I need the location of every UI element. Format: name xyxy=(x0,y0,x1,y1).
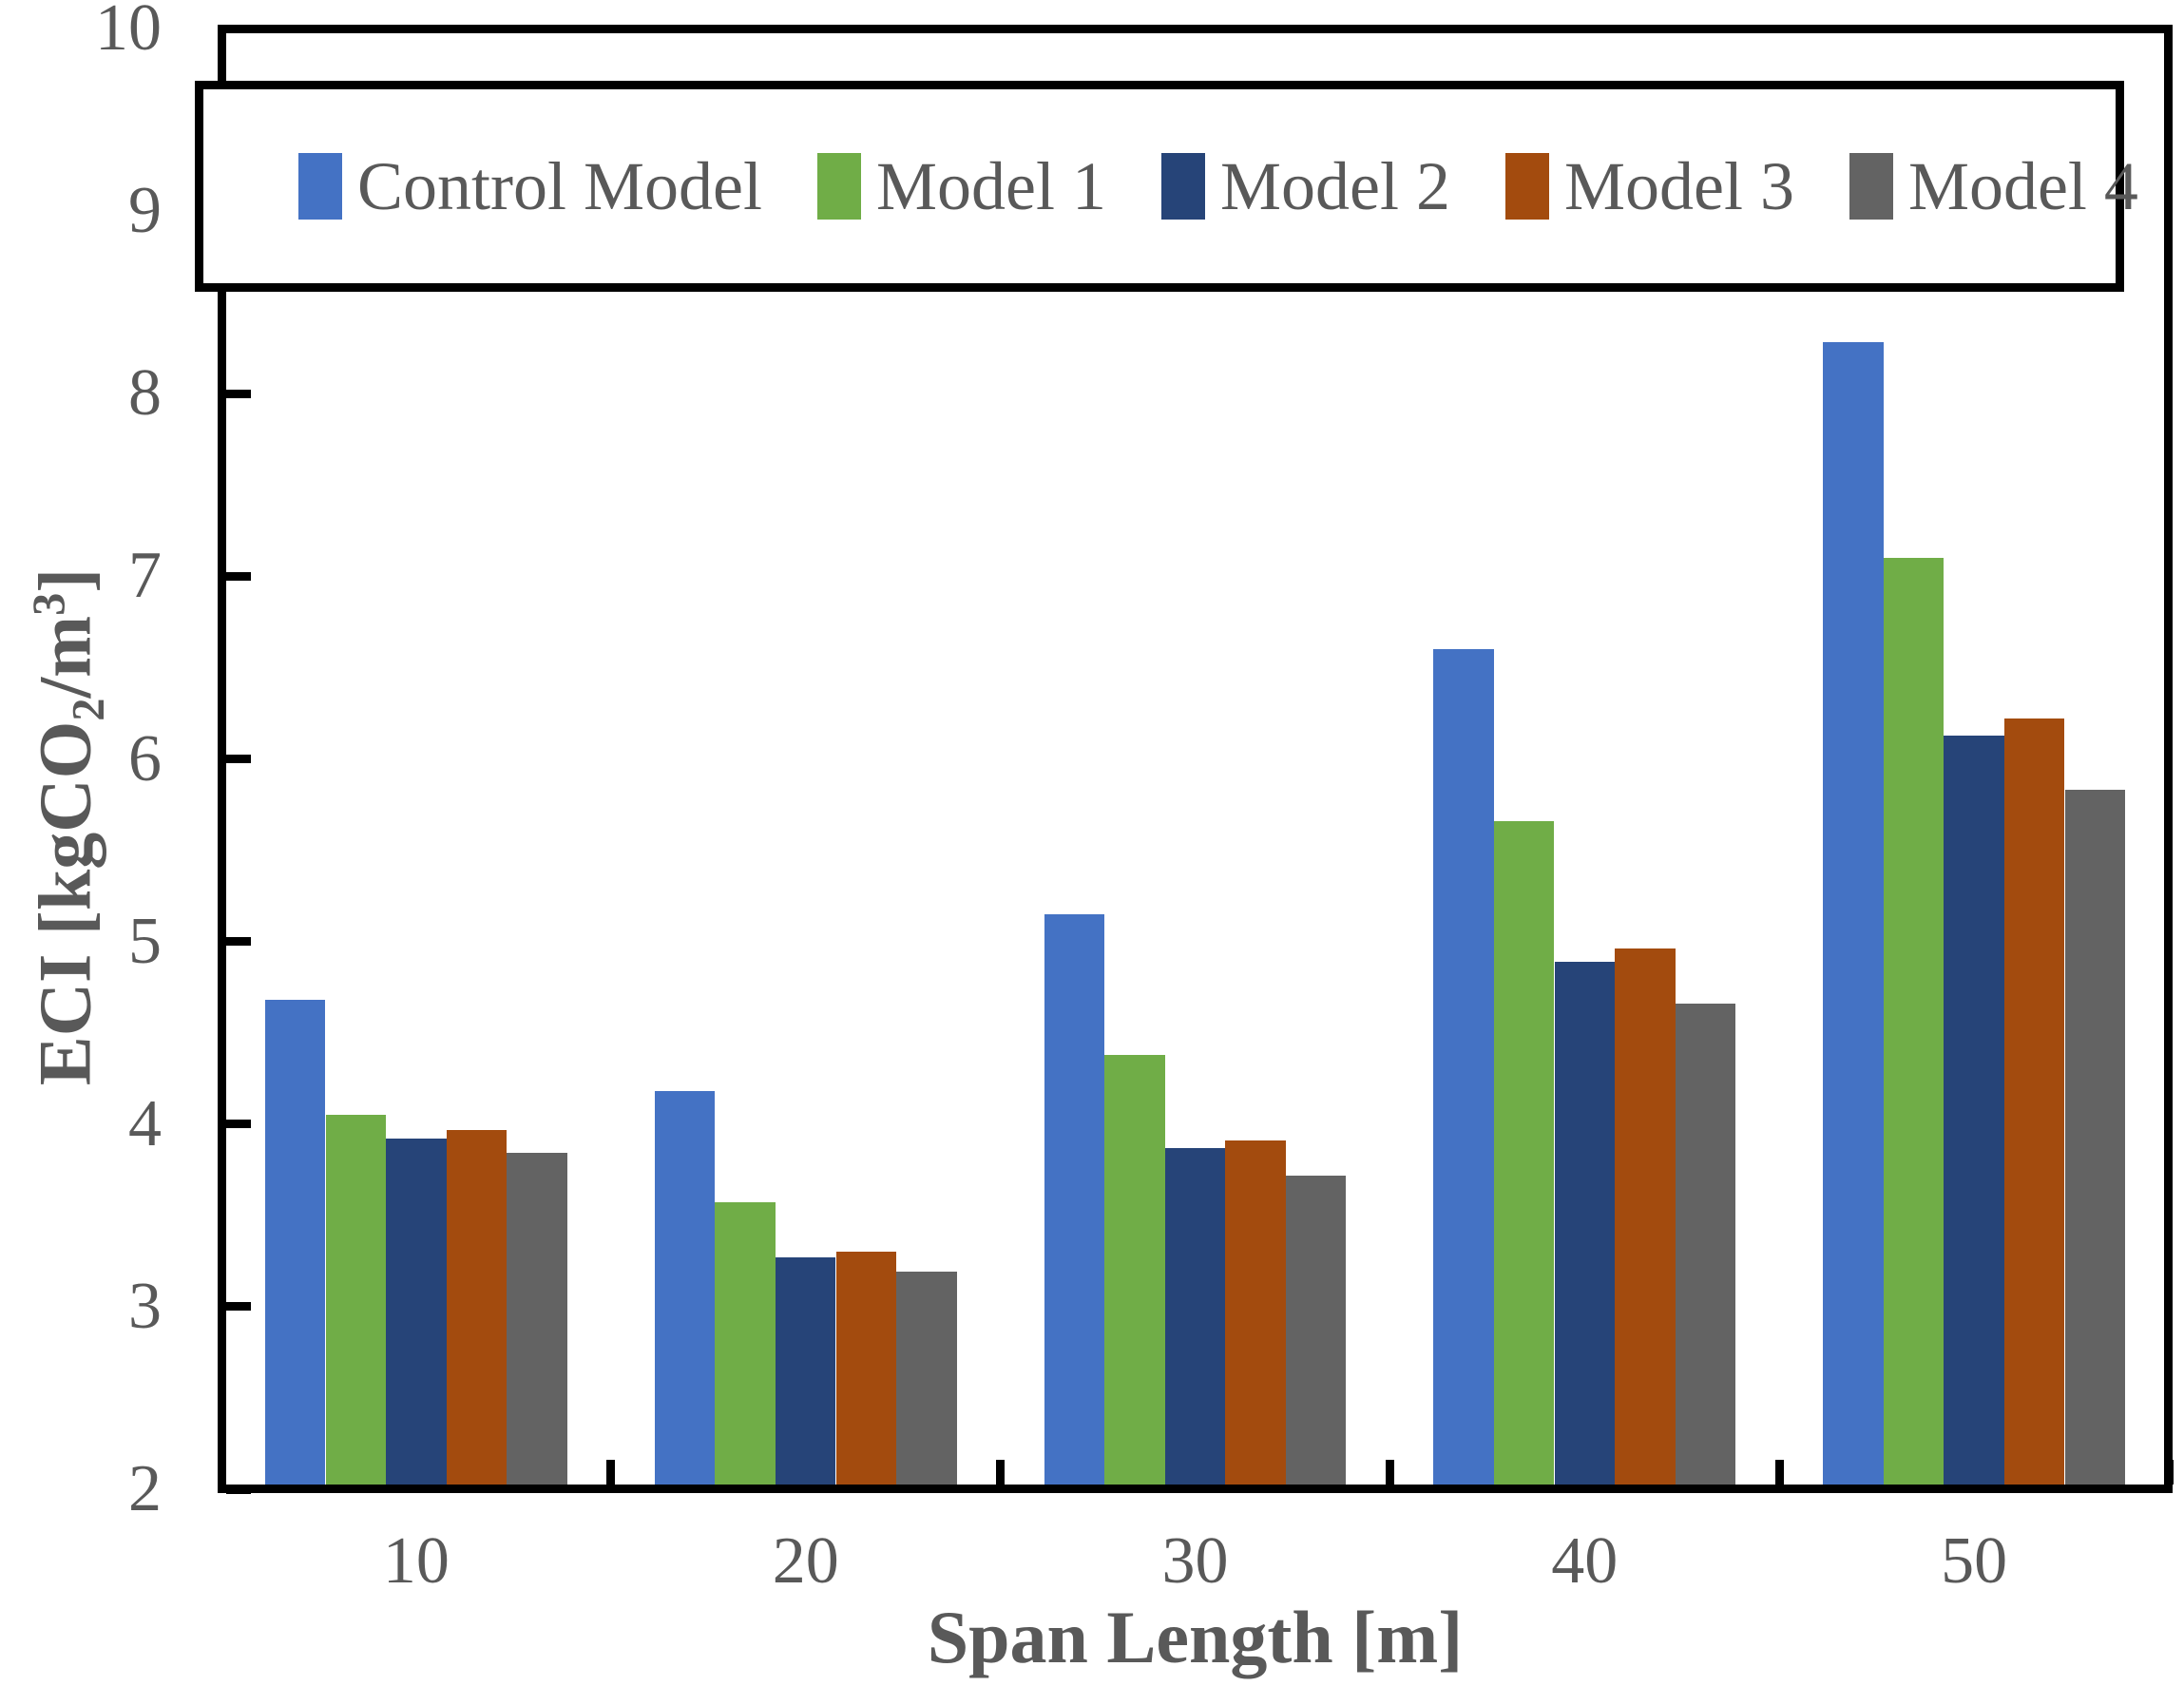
y-tick-label-8: 8 xyxy=(128,356,162,431)
legend-swatch-icon xyxy=(817,153,861,220)
bar-model-2-span-30 xyxy=(1164,1147,1226,1489)
bar-control-model-span-40 xyxy=(1433,649,1494,1489)
bar-model-2-span-50 xyxy=(1944,735,2004,1489)
y-axis-title: ECI [kgCO2/m3] xyxy=(22,568,115,1086)
legend-item-model-3: Model 3 xyxy=(1504,148,1794,224)
bar-model-1-span-30 xyxy=(1104,1054,1165,1489)
bar-control-model-span-10 xyxy=(264,1000,326,1489)
x-tick-0 xyxy=(217,1460,226,1485)
bar-model-2-span-20 xyxy=(775,1257,836,1489)
bar-model-1-span-40 xyxy=(1493,820,1555,1489)
bar-model-4-span-10 xyxy=(507,1153,567,1489)
bar-model-1-span-20 xyxy=(715,1202,776,1489)
y-tick-label-3: 3 xyxy=(128,1269,162,1343)
legend-item-model-2: Model 2 xyxy=(1160,148,1450,224)
legend-item-model-4: Model 4 xyxy=(1849,152,2138,220)
x-tick-4 xyxy=(1774,1460,1784,1485)
x-tick-3 xyxy=(1385,1460,1394,1485)
legend-swatch-icon xyxy=(1849,153,1893,220)
bar-model-3-span-20 xyxy=(835,1252,897,1489)
bar-model-4-span-40 xyxy=(1675,1003,1736,1489)
bar-model-4-span-30 xyxy=(1285,1175,1347,1489)
bar-control-model-span-20 xyxy=(654,1091,716,1489)
y-tick-label-2: 2 xyxy=(128,1452,162,1525)
y-tick-label-9: 9 xyxy=(128,174,162,248)
legend: Control Model Model 1 Model 2 Model 3 Model … xyxy=(195,81,2138,292)
bar-model-3-span-40 xyxy=(1615,948,1676,1489)
y-tick-5 xyxy=(226,937,251,947)
bar-model-4-span-50 xyxy=(2064,790,2126,1489)
x-tick-2 xyxy=(996,1460,1006,1485)
legend-item-control-model: Control Model xyxy=(298,152,762,220)
x-tick-label-20: 20 xyxy=(772,1524,839,1598)
bar-model-3-span-30 xyxy=(1225,1140,1286,1489)
bar-model-4-span-20 xyxy=(896,1272,957,1489)
legend-label: Model 4 xyxy=(1907,148,2138,224)
y-tick-7 xyxy=(226,571,251,581)
legend-swatch-icon xyxy=(298,153,342,220)
legend-item-model-1: Model 1 xyxy=(817,152,1106,220)
bar-control-model-span-50 xyxy=(1823,342,1884,1489)
legend-swatch-icon xyxy=(1160,153,1205,220)
y-tick-label-10: 10 xyxy=(95,0,162,65)
y-tick-2 xyxy=(226,1485,251,1494)
y-tick-label-5: 5 xyxy=(128,904,162,978)
y-tick-10 xyxy=(226,24,251,33)
y-tick-label-4: 4 xyxy=(128,1086,162,1160)
bar-control-model-span-30 xyxy=(1044,913,1105,1489)
legend-label: Model 3 xyxy=(1563,148,1794,224)
bar-model-3-span-50 xyxy=(2003,718,2065,1489)
bar-model-2-span-40 xyxy=(1554,961,1616,1489)
x-tick-1 xyxy=(606,1460,616,1485)
legend-label: Model 1 xyxy=(876,148,1106,224)
legend-swatch-icon xyxy=(1504,153,1549,220)
bar-model-2-span-10 xyxy=(386,1139,447,1489)
x-tick-label-10: 10 xyxy=(382,1524,450,1598)
x-tick-5 xyxy=(2164,1460,2174,1485)
x-axis-title: Span Length [m] xyxy=(927,1596,1464,1678)
y-tick-label-6: 6 xyxy=(128,721,162,795)
bar-model-3-span-10 xyxy=(446,1129,508,1489)
y-tick-4 xyxy=(226,1120,251,1129)
x-tick-label-50: 50 xyxy=(1941,1524,2008,1598)
bar-model-1-span-10 xyxy=(325,1115,387,1489)
y-tick-6 xyxy=(226,755,251,763)
x-tick-label-40: 40 xyxy=(1551,1524,1619,1598)
y-tick-8 xyxy=(226,389,251,398)
y-tick-label-7: 7 xyxy=(128,539,162,613)
y-axis-title-text2: /m xyxy=(23,615,106,699)
bar-model-1-span-50 xyxy=(1883,558,1945,1489)
y-tick-3 xyxy=(226,1302,251,1312)
x-tick-label-30: 30 xyxy=(1161,1524,1229,1598)
legend-label: Control Model xyxy=(357,148,762,224)
legend-label: Model 2 xyxy=(1219,148,1450,224)
